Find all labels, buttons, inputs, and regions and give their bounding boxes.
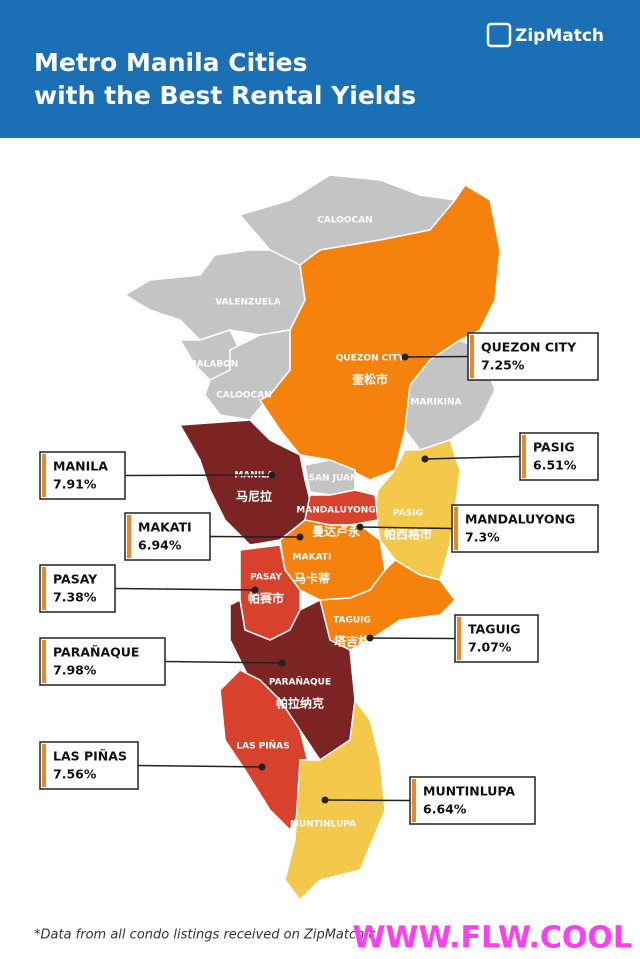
map-label: MANDALUYONG [296,506,375,516]
callout-name: PASAY [53,572,98,587]
leader-dot [321,796,329,804]
map-label-local: 曼达卢永 [312,524,360,539]
leader-dot [251,586,259,594]
leader-dot [366,634,374,642]
callout-yield: 6.51% [533,458,577,473]
title-line: Metro Manila Cities [34,48,308,77]
callout-stripe [457,617,461,660]
callout-name: TAGUIG [468,622,521,637]
leader-dot [401,353,409,361]
watermark: WWW.FLW.COOL [352,921,632,956]
map-label-local: 帕西格市 [384,527,432,542]
callout-box [39,637,166,686]
map-label: SAN JUAN [309,474,358,484]
callout-box [467,332,599,381]
callout-stripe [412,779,416,822]
callout-name: MAKATI [138,520,192,535]
leader-dot [296,533,304,541]
callout-yield: 6.64% [423,802,467,817]
callout-stripe [522,435,526,478]
callout-yield: 7.25% [481,358,525,373]
leader-dot [421,455,429,463]
callout-yield: 7.38% [53,590,97,605]
callout-box [39,564,116,613]
callout-stripe [42,640,46,683]
callout-name: PASIG [533,440,575,455]
leader-line [137,764,263,768]
callout-yield: 7.91% [53,477,97,492]
region [319,559,456,651]
map-label-local: 奎松市 [351,372,388,387]
callout-box [454,614,539,663]
callout-stripe [42,744,46,787]
callout-stripe [454,507,458,550]
leader-line [424,455,521,460]
map-label: VALENZUELA [215,298,280,308]
footnote: *Data from all condo listings received o… [34,928,376,943]
leader-dot [356,523,364,531]
callout-yield: 7.3% [465,530,500,545]
callout-stripe [42,567,46,610]
callout-yield: 6.94% [138,538,182,553]
header-band [0,0,640,138]
map-label: PARAÑAQUE [269,677,331,688]
leader-line [114,587,256,591]
brand: ZipMatch [515,26,604,46]
map-label: TAGUIG [333,616,371,626]
leader-dot [278,659,286,667]
leader-dot [268,471,276,479]
callout-name: PARAÑAQUE [53,645,139,660]
leader-line [404,355,469,358]
map-label: MARIKINA [410,398,461,408]
callout-stripe [127,515,131,558]
leader-line [124,474,273,477]
title-line: with the Best Rental Yields [34,81,416,110]
map-label-local: 帕赛市 [248,591,284,606]
callout-box [124,512,211,561]
leader-dot [258,763,266,771]
region [123,249,306,341]
callout-stripe [470,335,474,378]
leader-line [359,526,453,530]
leader-line [209,535,301,538]
map-label-local: 帕拉纳克 [276,696,324,711]
leader-line [164,660,283,664]
map-label: MAKATI [293,553,332,563]
map-label: PASIG [393,509,423,519]
callout-yield: 7.07% [468,640,512,655]
callout-box [409,776,536,825]
callout-yield: 7.98% [53,663,97,678]
map-label: QUEZON CITY [336,354,405,364]
map-label: MUNTINLUPA [290,820,356,830]
callout-box [451,504,599,553]
callout-box [519,432,599,481]
callout-name: LAS PIÑAS [53,749,127,764]
callout-name: MUNTINLUPA [423,784,515,799]
callout-box [39,451,126,500]
leader-line [369,637,456,640]
callout-name: QUEZON CITY [481,340,577,355]
callout-name: MANILA [53,459,108,474]
callout-yield: 7.56% [53,767,97,782]
map-label-local: 塔吉格 [334,634,371,649]
map-label: MALABON [188,360,239,370]
map-label: PASAY [250,573,282,583]
leader-line [324,799,411,802]
map-label: CALOOCAN [317,216,372,226]
callout-box [39,741,139,790]
map-label: CALOOCAN [216,391,271,401]
map [123,174,501,902]
brand-icon [486,22,512,48]
callout-name: MANDALUYONG [465,512,575,527]
callout-stripe [42,454,46,497]
map-label-local: 马卡蒂 [294,571,330,586]
map-label-local: 马尼拉 [236,489,272,504]
map-label: LAS PIÑAS [236,741,289,752]
